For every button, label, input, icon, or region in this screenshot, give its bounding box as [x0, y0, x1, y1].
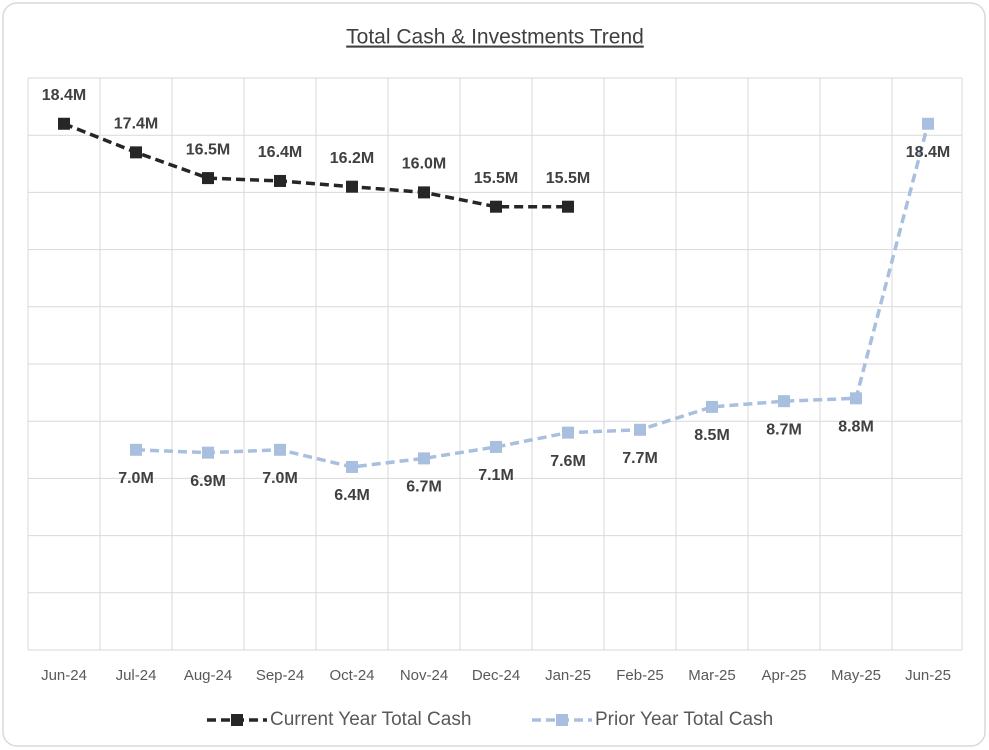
x-tick-label: Jun-24	[41, 667, 87, 684]
point-marker	[418, 186, 430, 199]
chart-title: Total Cash & Investments Trend	[346, 26, 644, 49]
x-tick-label: Nov-24	[400, 667, 448, 684]
point-marker	[202, 446, 214, 459]
x-tick-label: Jun-25	[905, 667, 951, 684]
legend-swatch	[231, 714, 243, 726]
series-line	[135, 123, 930, 469]
data-label: 8.8M	[838, 419, 874, 436]
point-marker	[274, 174, 286, 187]
point-marker	[202, 172, 214, 185]
data-label: 7.0M	[262, 470, 298, 487]
data-label: 15.5M	[474, 170, 518, 187]
x-tick-label: Mar-25	[688, 667, 736, 684]
data-label: 18.4M	[42, 87, 86, 104]
point-marker	[706, 400, 718, 413]
point-marker	[274, 443, 286, 456]
x-tick-label: May-25	[831, 667, 881, 684]
point-marker	[58, 117, 70, 130]
data-label: 16.4M	[258, 144, 302, 161]
data-label: 16.2M	[330, 150, 374, 167]
x-tick-label: Jan-25	[545, 667, 591, 684]
x-tick-label: Oct-24	[329, 667, 374, 684]
point-marker	[346, 180, 358, 193]
legend-label: Current Year Total Cash	[270, 709, 471, 730]
data-label: 6.7M	[406, 479, 442, 496]
data-label: 16.0M	[402, 156, 446, 173]
data-label: 7.7M	[622, 450, 658, 467]
data-label: 8.7M	[766, 421, 802, 438]
point-marker	[562, 426, 574, 439]
x-tick-label: Aug-24	[184, 667, 232, 684]
point-marker	[562, 200, 574, 213]
x-tick-label: Apr-25	[761, 667, 806, 684]
data-label: 17.4M	[114, 116, 158, 133]
data-label: 6.4M	[334, 487, 370, 504]
point-marker	[490, 440, 502, 453]
point-marker	[778, 395, 790, 408]
x-tick-label: Feb-25	[616, 667, 664, 684]
data-label: 16.5M	[186, 141, 230, 158]
point-marker	[130, 443, 142, 456]
point-marker	[850, 392, 862, 405]
point-marker	[922, 117, 934, 130]
data-label: 7.0M	[118, 470, 154, 487]
data-label: 18.4M	[906, 144, 950, 161]
point-marker	[490, 200, 502, 213]
data-label: 7.1M	[478, 467, 514, 484]
point-marker	[634, 423, 646, 436]
point-marker	[130, 146, 142, 159]
point-marker	[346, 460, 358, 473]
legend-label: Prior Year Total Cash	[595, 709, 773, 730]
data-label: 7.6M	[550, 453, 586, 470]
series-line	[63, 122, 568, 209]
x-tick-label: Dec-24	[472, 667, 520, 684]
data-label: 6.9M	[190, 473, 226, 490]
x-tick-label: Jul-24	[116, 667, 157, 684]
point-marker	[418, 452, 430, 465]
data-label: 8.5M	[694, 427, 730, 444]
grid	[27, 77, 963, 651]
legend-swatch	[556, 714, 568, 726]
data-label: 15.5M	[546, 170, 590, 187]
x-tick-label: Sep-24	[256, 667, 304, 684]
